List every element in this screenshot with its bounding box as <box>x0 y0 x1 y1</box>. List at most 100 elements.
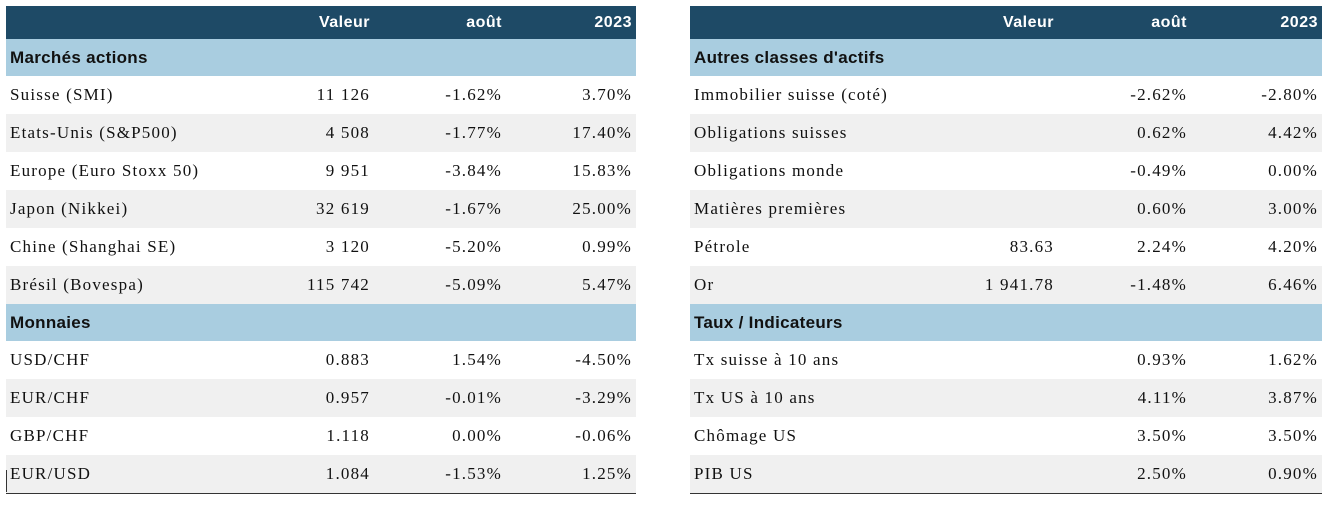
table-row: Tx US à 10 ans 4.11% 3.87% <box>690 379 1322 417</box>
row-label: Tx suisse à 10 ans <box>694 350 840 369</box>
table-row: Or 1 941.78 -1.48% 6.46% <box>690 266 1322 304</box>
row-label: Japon (Nikkei) <box>6 190 244 228</box>
value-cell: 11 126 <box>316 85 370 104</box>
header-valeur: Valeur <box>928 6 1058 39</box>
header-2023: 2023 <box>506 6 636 39</box>
ytd-2023-cell: -0.06% <box>575 426 632 445</box>
value-cell <box>928 76 1058 114</box>
ytd-2023-cell: 1.62% <box>1268 350 1318 369</box>
august-change-cell: -1.67% <box>374 190 506 228</box>
august-change-cell: 0.62% <box>1058 114 1191 152</box>
value-cell <box>928 417 1058 455</box>
august-change-cell: 4.11% <box>1058 379 1191 417</box>
row-label: Chine (Shanghai SE) <box>10 237 177 256</box>
header-2023: 2023 <box>1191 6 1322 39</box>
section-title: Autres classes d'actifs <box>690 39 1322 76</box>
table-row: Europe (Euro Stoxx 50) 9 951 -3.84% 15.83% <box>6 152 636 190</box>
august-change-cell: -1.48% <box>1058 266 1191 304</box>
august-change-cell: 1.54% <box>452 350 502 369</box>
market-table-right: Valeur août 2023 Autres classes d'actifs… <box>690 6 1322 494</box>
table-row: GBP/CHF 1.118 0.00% -0.06% <box>6 417 636 455</box>
row-label: GBP/CHF <box>10 426 90 445</box>
header-label <box>690 6 928 39</box>
value-cell: 1 941.78 <box>928 266 1058 304</box>
value-cell: 4 508 <box>244 114 374 152</box>
august-change-cell: -1.53% <box>374 455 506 494</box>
row-label: Chômage US <box>694 426 798 445</box>
header-aout: août <box>1058 6 1191 39</box>
ytd-2023-cell: 4.42% <box>1191 114 1322 152</box>
august-change-cell: -1.62% <box>445 85 502 104</box>
section-header: Autres classes d'actifs <box>690 39 1322 76</box>
ytd-2023-cell: 3.87% <box>1191 379 1322 417</box>
ytd-2023-cell: -2.80% <box>1261 85 1318 104</box>
market-table-left: Valeur août 2023 Marchés actions Suisse (… <box>6 6 636 494</box>
value-cell <box>928 455 1058 494</box>
ytd-2023-cell: -4.50% <box>575 350 632 369</box>
value-cell <box>928 152 1058 190</box>
table-row: Tx suisse à 10 ans 0.93% 1.62% <box>690 341 1322 379</box>
table-row: USD/CHF 0.883 1.54% -4.50% <box>6 341 636 379</box>
table-row: Pétrole 83.63 2.24% 4.20% <box>690 228 1322 266</box>
section-title: Marchés actions <box>6 39 636 76</box>
ytd-2023-cell: 17.40% <box>506 114 636 152</box>
august-change-cell: 2.24% <box>1137 237 1187 256</box>
august-change-cell: 0.60% <box>1058 190 1191 228</box>
august-change-cell: -0.01% <box>374 379 506 417</box>
august-change-cell: -5.20% <box>445 237 502 256</box>
value-cell: 83.63 <box>1009 237 1054 256</box>
table-row: Obligations monde -0.49% 0.00% <box>690 152 1322 190</box>
august-change-cell: 0.00% <box>452 426 502 445</box>
ytd-2023-cell: 25.00% <box>506 190 636 228</box>
value-cell: 0.883 <box>325 350 370 369</box>
august-change-cell: -3.84% <box>445 161 502 180</box>
row-label: EUR/USD <box>6 455 244 494</box>
row-label: Obligations suisses <box>690 114 928 152</box>
table-row: Immobilier suisse (coté) -2.62% -2.80% <box>690 76 1322 114</box>
row-label: USD/CHF <box>10 350 91 369</box>
row-label: EUR/CHF <box>6 379 244 417</box>
table-row: PIB US 2.50% 0.90% <box>690 455 1322 494</box>
row-label: Pétrole <box>694 237 751 256</box>
table-row: Matières premières 0.60% 3.00% <box>690 190 1322 228</box>
value-cell <box>928 190 1058 228</box>
table-row: Chine (Shanghai SE) 3 120 -5.20% 0.99% <box>6 228 636 266</box>
section-header: Monnaies <box>6 304 636 341</box>
august-change-cell: -5.09% <box>374 266 506 304</box>
row-label: Matières premières <box>690 190 928 228</box>
row-label: Europe (Euro Stoxx 50) <box>10 161 200 180</box>
section-header: Marchés actions <box>6 39 636 76</box>
table-row: EUR/USD 1.084 -1.53% 1.25% <box>6 455 636 494</box>
table-row: Suisse (SMI) 11 126 -1.62% 3.70% <box>6 76 636 114</box>
august-change-cell: -2.62% <box>1130 85 1187 104</box>
header-label <box>6 6 244 39</box>
cursor-mark <box>6 470 7 492</box>
ytd-2023-cell: 3.70% <box>582 85 632 104</box>
table-row: EUR/CHF 0.957 -0.01% -3.29% <box>6 379 636 417</box>
row-label: Obligations monde <box>694 161 845 180</box>
ytd-2023-cell: -3.29% <box>506 379 636 417</box>
value-cell <box>928 379 1058 417</box>
ytd-2023-cell: 6.46% <box>1191 266 1322 304</box>
table-header: Valeur août 2023 <box>6 6 636 39</box>
table-header: Valeur août 2023 <box>690 6 1322 39</box>
table-row: Obligations suisses 0.62% 4.42% <box>690 114 1322 152</box>
ytd-2023-cell: 3.00% <box>1191 190 1322 228</box>
section-header: Taux / Indicateurs <box>690 304 1322 341</box>
ytd-2023-cell: 0.00% <box>1268 161 1318 180</box>
value-cell: 32 619 <box>244 190 374 228</box>
value-cell: 3 120 <box>325 237 370 256</box>
august-change-cell: 2.50% <box>1058 455 1191 494</box>
value-cell: 1.118 <box>326 426 370 445</box>
row-label: PIB US <box>690 455 928 494</box>
table-row: Brésil (Bovespa) 115 742 -5.09% 5.47% <box>6 266 636 304</box>
august-change-cell: 0.93% <box>1137 350 1187 369</box>
row-label: Brésil (Bovespa) <box>6 266 244 304</box>
header-aout: août <box>374 6 506 39</box>
value-cell: 9 951 <box>325 161 370 180</box>
august-change-cell: -0.49% <box>1130 161 1187 180</box>
august-change-cell: -1.77% <box>374 114 506 152</box>
row-label: Tx US à 10 ans <box>690 379 928 417</box>
value-cell <box>928 114 1058 152</box>
header-valeur: Valeur <box>244 6 374 39</box>
